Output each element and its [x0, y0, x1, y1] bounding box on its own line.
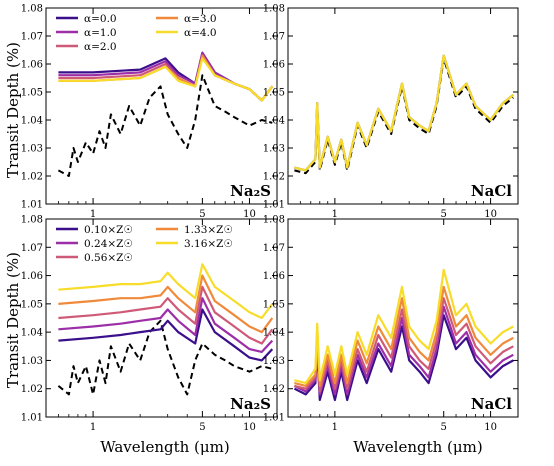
x-tick-label: 10 [484, 422, 497, 433]
y-tick-label: 1.07 [263, 32, 285, 43]
x-tick-label: 1 [90, 209, 96, 220]
y-tick-label: 1.02 [21, 172, 43, 183]
x-tick-label: 5 [441, 422, 447, 433]
reference-dashed-line [57, 74, 273, 177]
panel-top-right: 1.01 1.02 1.03 1.04 1.05 1.06 1.07 1.08 1 5 10 NaCl [263, 4, 519, 220]
x-tick-label: 10 [243, 422, 256, 433]
y-tick-label: 1.06 [21, 271, 43, 282]
y-tick-label: 1.01 [263, 413, 285, 424]
y-tick-label: 1.04 [263, 116, 285, 127]
series-line-1 [58, 297, 274, 353]
reference-dashed-line [294, 57, 514, 175]
species-label: Na₂S [230, 182, 271, 200]
series-line-1 [294, 54, 514, 172]
y-tick-label: 1.01 [263, 200, 285, 211]
x-tick-label: 5 [199, 422, 205, 433]
legend-entry: α=2.0 [84, 41, 117, 53]
panel-bottom-left: 1.01 1.02 1.03 1.04 1.05 1.06 1.07 1.08 1 5 10 Na₂S… [21, 215, 278, 433]
y-axis-label-top: Transit Depth (%) [4, 42, 22, 178]
plot-area [57, 263, 274, 396]
x-tick-label: 5 [199, 209, 205, 220]
legend-entry: 0.56×Z☉ [84, 252, 133, 264]
y-tick-label: 1.05 [21, 88, 43, 99]
series-line-2 [294, 297, 514, 393]
legend-entry: α=0.0 [84, 13, 117, 25]
plot-area [294, 54, 514, 175]
y-tick-label: 1.04 [21, 328, 43, 339]
y-tick-label: 1.02 [263, 172, 285, 183]
y-tick-label: 1.06 [21, 60, 43, 71]
x-tick-label: 10 [484, 209, 497, 220]
y-tick-label: 1.04 [263, 328, 285, 339]
y-tick-label: 1.08 [263, 215, 285, 226]
series-line-3 [58, 274, 274, 334]
x-axis-label-right: Wavelength (μm) [353, 438, 482, 456]
panel-top-left: 1.01 1.02 1.03 1.04 1.05 1.06 1.07 1.08 1 5 10 Na₂S… [21, 4, 278, 220]
y-tick-label: 1.01 [21, 200, 43, 211]
y-tick-label: 1.08 [263, 4, 285, 15]
panel-frame [45, 7, 278, 205]
y-tick-label: 1.04 [21, 116, 43, 127]
x-tick-label: 1 [332, 209, 338, 220]
y-tick-label: 1.01 [21, 413, 43, 424]
series-line-3 [294, 285, 514, 387]
legend-entry: 0.10×Z☉ [84, 224, 133, 236]
y-tick-label: 1.05 [263, 88, 285, 99]
plot-area [293, 268, 514, 402]
legend-entry: 0.24×Z☉ [84, 238, 133, 250]
x-tick-label: 5 [441, 209, 447, 220]
legend-entry: 1.33×Z☉ [184, 224, 233, 236]
panel-frame [287, 7, 519, 205]
y-tick-label: 1.07 [263, 243, 285, 254]
y-tick-label: 1.05 [263, 299, 285, 310]
legend-entry: 3.16×Z☉ [184, 238, 233, 250]
x-tick-label: 1 [332, 422, 338, 433]
y-tick-label: 1.03 [21, 356, 43, 367]
y-tick-label: 1.03 [263, 356, 285, 367]
legend-entry: α=3.0 [184, 13, 217, 25]
y-tick-label: 1.03 [21, 144, 43, 155]
y-tick-label: 1.02 [21, 384, 43, 395]
y-tick-label: 1.02 [263, 384, 285, 395]
legend-entry: α=1.0 [84, 27, 117, 39]
x-tick-label: 10 [243, 209, 256, 220]
x-tick-label: 1 [90, 422, 96, 433]
y-tick-label: 1.07 [21, 32, 43, 43]
legend-entry: α=4.0 [184, 27, 217, 39]
y-tick-label: 1.08 [21, 4, 43, 15]
series-line-0 [58, 51, 274, 102]
series-line-1 [293, 305, 514, 396]
y-tick-label: 1.05 [21, 299, 43, 310]
y-axis-label-bottom: Transit Depth (%) [4, 252, 22, 388]
y-tick-label: 1.08 [21, 215, 43, 226]
series-line-0 [293, 314, 514, 402]
series-line-0 [58, 308, 274, 362]
x-axis-label-left: Wavelength (μm) [100, 438, 229, 456]
plot-area [57, 51, 274, 177]
species-label: NaCl [471, 395, 512, 413]
series-line-2 [58, 285, 274, 345]
panel-frame [45, 218, 278, 418]
panel-bottom-right: 1.01 1.02 1.03 1.04 1.05 1.06 1.07 1.08 1 5 10 NaCl [263, 215, 519, 433]
y-tick-label: 1.07 [21, 243, 43, 254]
series-line-4 [294, 268, 514, 385]
y-tick-label: 1.06 [263, 271, 285, 282]
panel-frame [287, 218, 519, 418]
species-label: NaCl [471, 182, 512, 200]
reference-dashed-line [57, 319, 273, 396]
y-tick-label: 1.03 [263, 144, 285, 155]
series-line-4 [58, 263, 274, 320]
species-label: Na₂S [230, 395, 271, 413]
series-line-4 [58, 57, 274, 102]
y-tick-label: 1.06 [263, 60, 285, 71]
